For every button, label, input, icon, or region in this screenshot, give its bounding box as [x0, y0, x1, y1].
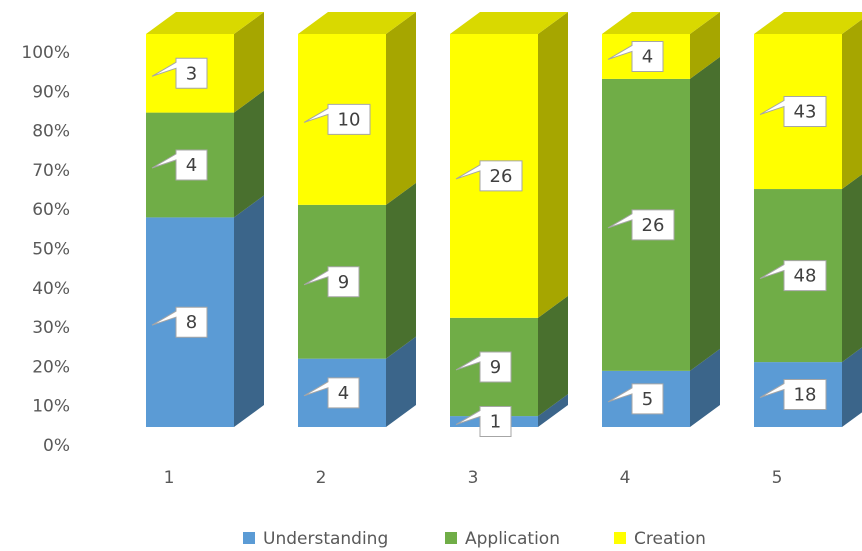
y-tick-label: 10% — [32, 397, 70, 417]
y-tick-label: 20% — [32, 357, 70, 377]
y-tick-label: 50% — [32, 240, 70, 260]
label-callout — [303, 103, 371, 135]
y-tick-label: 0% — [43, 436, 70, 456]
y-tick-label: 90% — [32, 82, 70, 102]
data-label: 1 — [490, 412, 501, 433]
bar-side — [234, 12, 264, 113]
x-tick-label: 2 — [316, 468, 327, 488]
bar-side — [690, 56, 720, 371]
legend-label: Creation — [634, 529, 706, 549]
bar-side — [538, 394, 568, 427]
bar-side — [538, 295, 568, 417]
data-label: 10 — [338, 109, 361, 130]
label-callout — [607, 40, 664, 72]
y-tick-label: 60% — [32, 200, 70, 220]
label-callout — [759, 379, 827, 411]
data-label: 3 — [186, 63, 197, 84]
data-label: 8 — [186, 312, 197, 333]
data-label: 9 — [490, 357, 501, 378]
label-callout — [303, 266, 360, 298]
label-callout — [151, 57, 208, 89]
y-tick-label: 70% — [32, 161, 70, 181]
label-callout — [455, 406, 512, 438]
bar-side — [842, 347, 862, 427]
data-label: 4 — [338, 383, 349, 404]
label-callout — [151, 306, 208, 338]
label-callout — [455, 351, 512, 383]
bar-side — [690, 348, 720, 427]
label-callout — [607, 209, 675, 241]
bar-side — [386, 336, 416, 427]
legend-swatch — [614, 532, 626, 544]
legend-swatch — [445, 532, 457, 544]
label-callout — [455, 160, 523, 192]
bar-side — [842, 19, 862, 190]
data-label: 9 — [338, 272, 349, 293]
bar-side — [842, 174, 862, 363]
bar-side — [538, 12, 568, 318]
legend-label: Application — [465, 529, 560, 549]
data-label: 48 — [794, 266, 817, 287]
x-tick-label: 1 — [164, 468, 175, 488]
bar-top — [602, 12, 720, 34]
y-tick-label: 100% — [21, 43, 70, 63]
x-tick-label: 5 — [772, 468, 783, 488]
legend-label: Understanding — [263, 529, 388, 549]
bar-side — [234, 195, 264, 427]
label-callout — [151, 149, 208, 181]
bar-top — [298, 12, 416, 34]
legend-swatch — [243, 532, 255, 544]
bar-top — [450, 12, 568, 34]
bar-top — [146, 12, 264, 34]
y-tick-label: 40% — [32, 279, 70, 299]
x-tick-label: 4 — [620, 468, 631, 488]
data-label: 26 — [490, 166, 513, 187]
bar-side — [386, 12, 416, 205]
y-tick-label: 80% — [32, 122, 70, 142]
label-callout — [303, 377, 360, 409]
bar-side — [234, 90, 264, 218]
data-label: 5 — [642, 389, 653, 410]
data-label: 43 — [794, 102, 817, 123]
x-tick-label: 3 — [468, 468, 479, 488]
label-callout — [607, 383, 664, 415]
data-label: 26 — [642, 215, 665, 236]
label-callout — [759, 260, 827, 292]
data-label: 4 — [186, 155, 197, 176]
bar-side — [690, 12, 720, 79]
y-tick-label: 30% — [32, 318, 70, 338]
label-callout — [759, 96, 827, 128]
bar-top — [754, 12, 862, 34]
data-label: 18 — [794, 385, 817, 406]
bar-side — [386, 182, 416, 359]
data-label: 4 — [642, 46, 653, 67]
